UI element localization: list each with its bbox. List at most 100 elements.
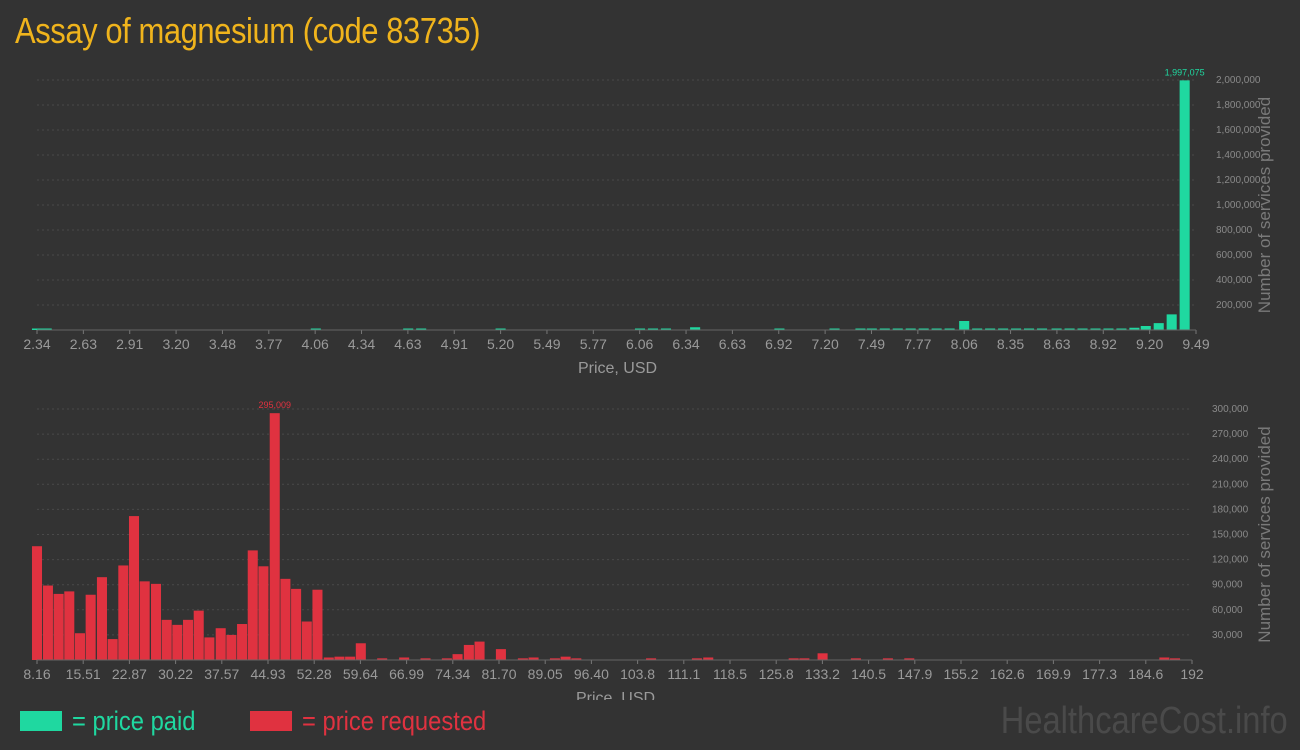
bar bbox=[161, 619, 172, 660]
x-tick-label: 4.06 bbox=[302, 336, 329, 352]
bar bbox=[183, 619, 194, 660]
bar bbox=[1159, 657, 1170, 660]
x-tick-label: 59.64 bbox=[343, 666, 378, 682]
x-tick-label: 9.20 bbox=[1136, 336, 1163, 352]
x-tick-label: 81.70 bbox=[481, 666, 516, 682]
y-tick-label: 300,000 bbox=[1212, 404, 1249, 415]
bar bbox=[291, 588, 302, 660]
bar bbox=[985, 328, 996, 330]
bar bbox=[441, 658, 452, 660]
bar bbox=[1140, 326, 1151, 330]
bar bbox=[549, 658, 560, 660]
x-tick-label: 155.2 bbox=[943, 666, 978, 682]
bar bbox=[118, 565, 129, 660]
bar bbox=[128, 516, 140, 660]
x-tick-label: 103.8 bbox=[620, 666, 655, 682]
bar bbox=[463, 644, 474, 660]
bar bbox=[892, 328, 903, 330]
bar bbox=[972, 328, 983, 330]
x-tick-label: 4.63 bbox=[394, 336, 421, 352]
x-tick-label: 89.05 bbox=[528, 666, 563, 682]
bar bbox=[403, 328, 414, 330]
bar bbox=[703, 657, 714, 660]
x-tick-label: 6.63 bbox=[719, 336, 746, 352]
bar bbox=[998, 328, 1009, 330]
y-tick-label: 1,800,000 bbox=[1216, 100, 1261, 111]
bar bbox=[258, 566, 269, 660]
bar bbox=[312, 589, 323, 660]
bar bbox=[1064, 328, 1075, 330]
bar bbox=[1129, 327, 1140, 330]
x-tick-label: 37.57 bbox=[204, 666, 239, 682]
y-axis-title: Number of services provided bbox=[1255, 426, 1274, 642]
x-tick-label: 4.34 bbox=[348, 336, 375, 352]
bar bbox=[944, 328, 955, 330]
y-tick-label: 180,000 bbox=[1212, 504, 1249, 515]
bar bbox=[269, 413, 280, 660]
x-tick-label: 3.20 bbox=[162, 336, 189, 352]
bar bbox=[416, 328, 427, 330]
x-tick-label: 147.9 bbox=[897, 666, 932, 682]
bar bbox=[788, 658, 799, 660]
bar bbox=[345, 656, 356, 660]
x-tick-label: 184.6 bbox=[1128, 666, 1163, 682]
y-tick-label: 600,000 bbox=[1216, 250, 1253, 261]
bar bbox=[31, 546, 43, 660]
y-tick-label: 1,600,000 bbox=[1216, 125, 1261, 136]
bar bbox=[905, 328, 916, 330]
x-tick-label: 8.63 bbox=[1043, 336, 1070, 352]
bar bbox=[204, 637, 215, 660]
bar bbox=[474, 641, 485, 660]
x-tick-label: 177.3 bbox=[1082, 666, 1117, 682]
bar bbox=[1170, 658, 1181, 660]
bar bbox=[237, 624, 248, 660]
bar bbox=[799, 658, 810, 660]
bar bbox=[634, 328, 646, 330]
bar bbox=[882, 658, 893, 660]
y-tick-label: 1,200,000 bbox=[1216, 175, 1261, 186]
x-tick-label: 7.20 bbox=[811, 336, 838, 352]
legend-price-requested: = price requested bbox=[250, 706, 511, 736]
x-tick-label: 2.91 bbox=[116, 336, 143, 352]
legend-label-paid: = price paid bbox=[72, 705, 196, 736]
y-tick-label: 200,000 bbox=[1216, 300, 1253, 311]
bar bbox=[31, 328, 43, 330]
x-tick-label: 6.34 bbox=[672, 336, 699, 352]
bar bbox=[1011, 328, 1022, 330]
bar bbox=[193, 610, 204, 660]
x-tick-label: 4.91 bbox=[441, 336, 468, 352]
bar bbox=[215, 628, 226, 660]
y-tick-label: 270,000 bbox=[1212, 429, 1249, 440]
x-tick-label: 44.93 bbox=[250, 666, 285, 682]
bar bbox=[1166, 314, 1177, 330]
bar bbox=[560, 656, 571, 660]
y-axis-title: Number of services provided bbox=[1255, 97, 1274, 313]
legend-price-paid: = price paid bbox=[20, 706, 212, 736]
x-tick-label: 6.92 bbox=[765, 336, 792, 352]
bar bbox=[959, 321, 970, 330]
x-tick-label: 6.06 bbox=[626, 336, 653, 352]
x-tick-label: 52.28 bbox=[297, 666, 332, 682]
bar bbox=[85, 594, 96, 660]
bar bbox=[850, 658, 861, 660]
x-tick-label: 3.77 bbox=[255, 336, 282, 352]
bar bbox=[817, 653, 828, 660]
bar bbox=[310, 328, 321, 330]
bar bbox=[647, 328, 659, 330]
bar bbox=[64, 591, 75, 660]
peak-data-label: 295,009 bbox=[258, 400, 291, 410]
x-tick-label: 118.5 bbox=[713, 666, 747, 682]
x-tick-label: 2.34 bbox=[23, 336, 50, 352]
bar bbox=[571, 658, 582, 660]
x-tick-label: 5.20 bbox=[487, 336, 514, 352]
x-tick-label: 8.06 bbox=[951, 336, 978, 352]
bar bbox=[420, 658, 431, 660]
bar bbox=[1103, 328, 1114, 330]
x-tick-label: 7.77 bbox=[904, 336, 931, 352]
x-tick-label: 74.34 bbox=[435, 666, 470, 682]
bar bbox=[355, 643, 366, 660]
y-tick-label: 400,000 bbox=[1216, 275, 1253, 286]
bar bbox=[904, 658, 915, 660]
x-tick-label: 5.49 bbox=[533, 336, 560, 352]
x-tick-label: 7.49 bbox=[858, 336, 885, 352]
